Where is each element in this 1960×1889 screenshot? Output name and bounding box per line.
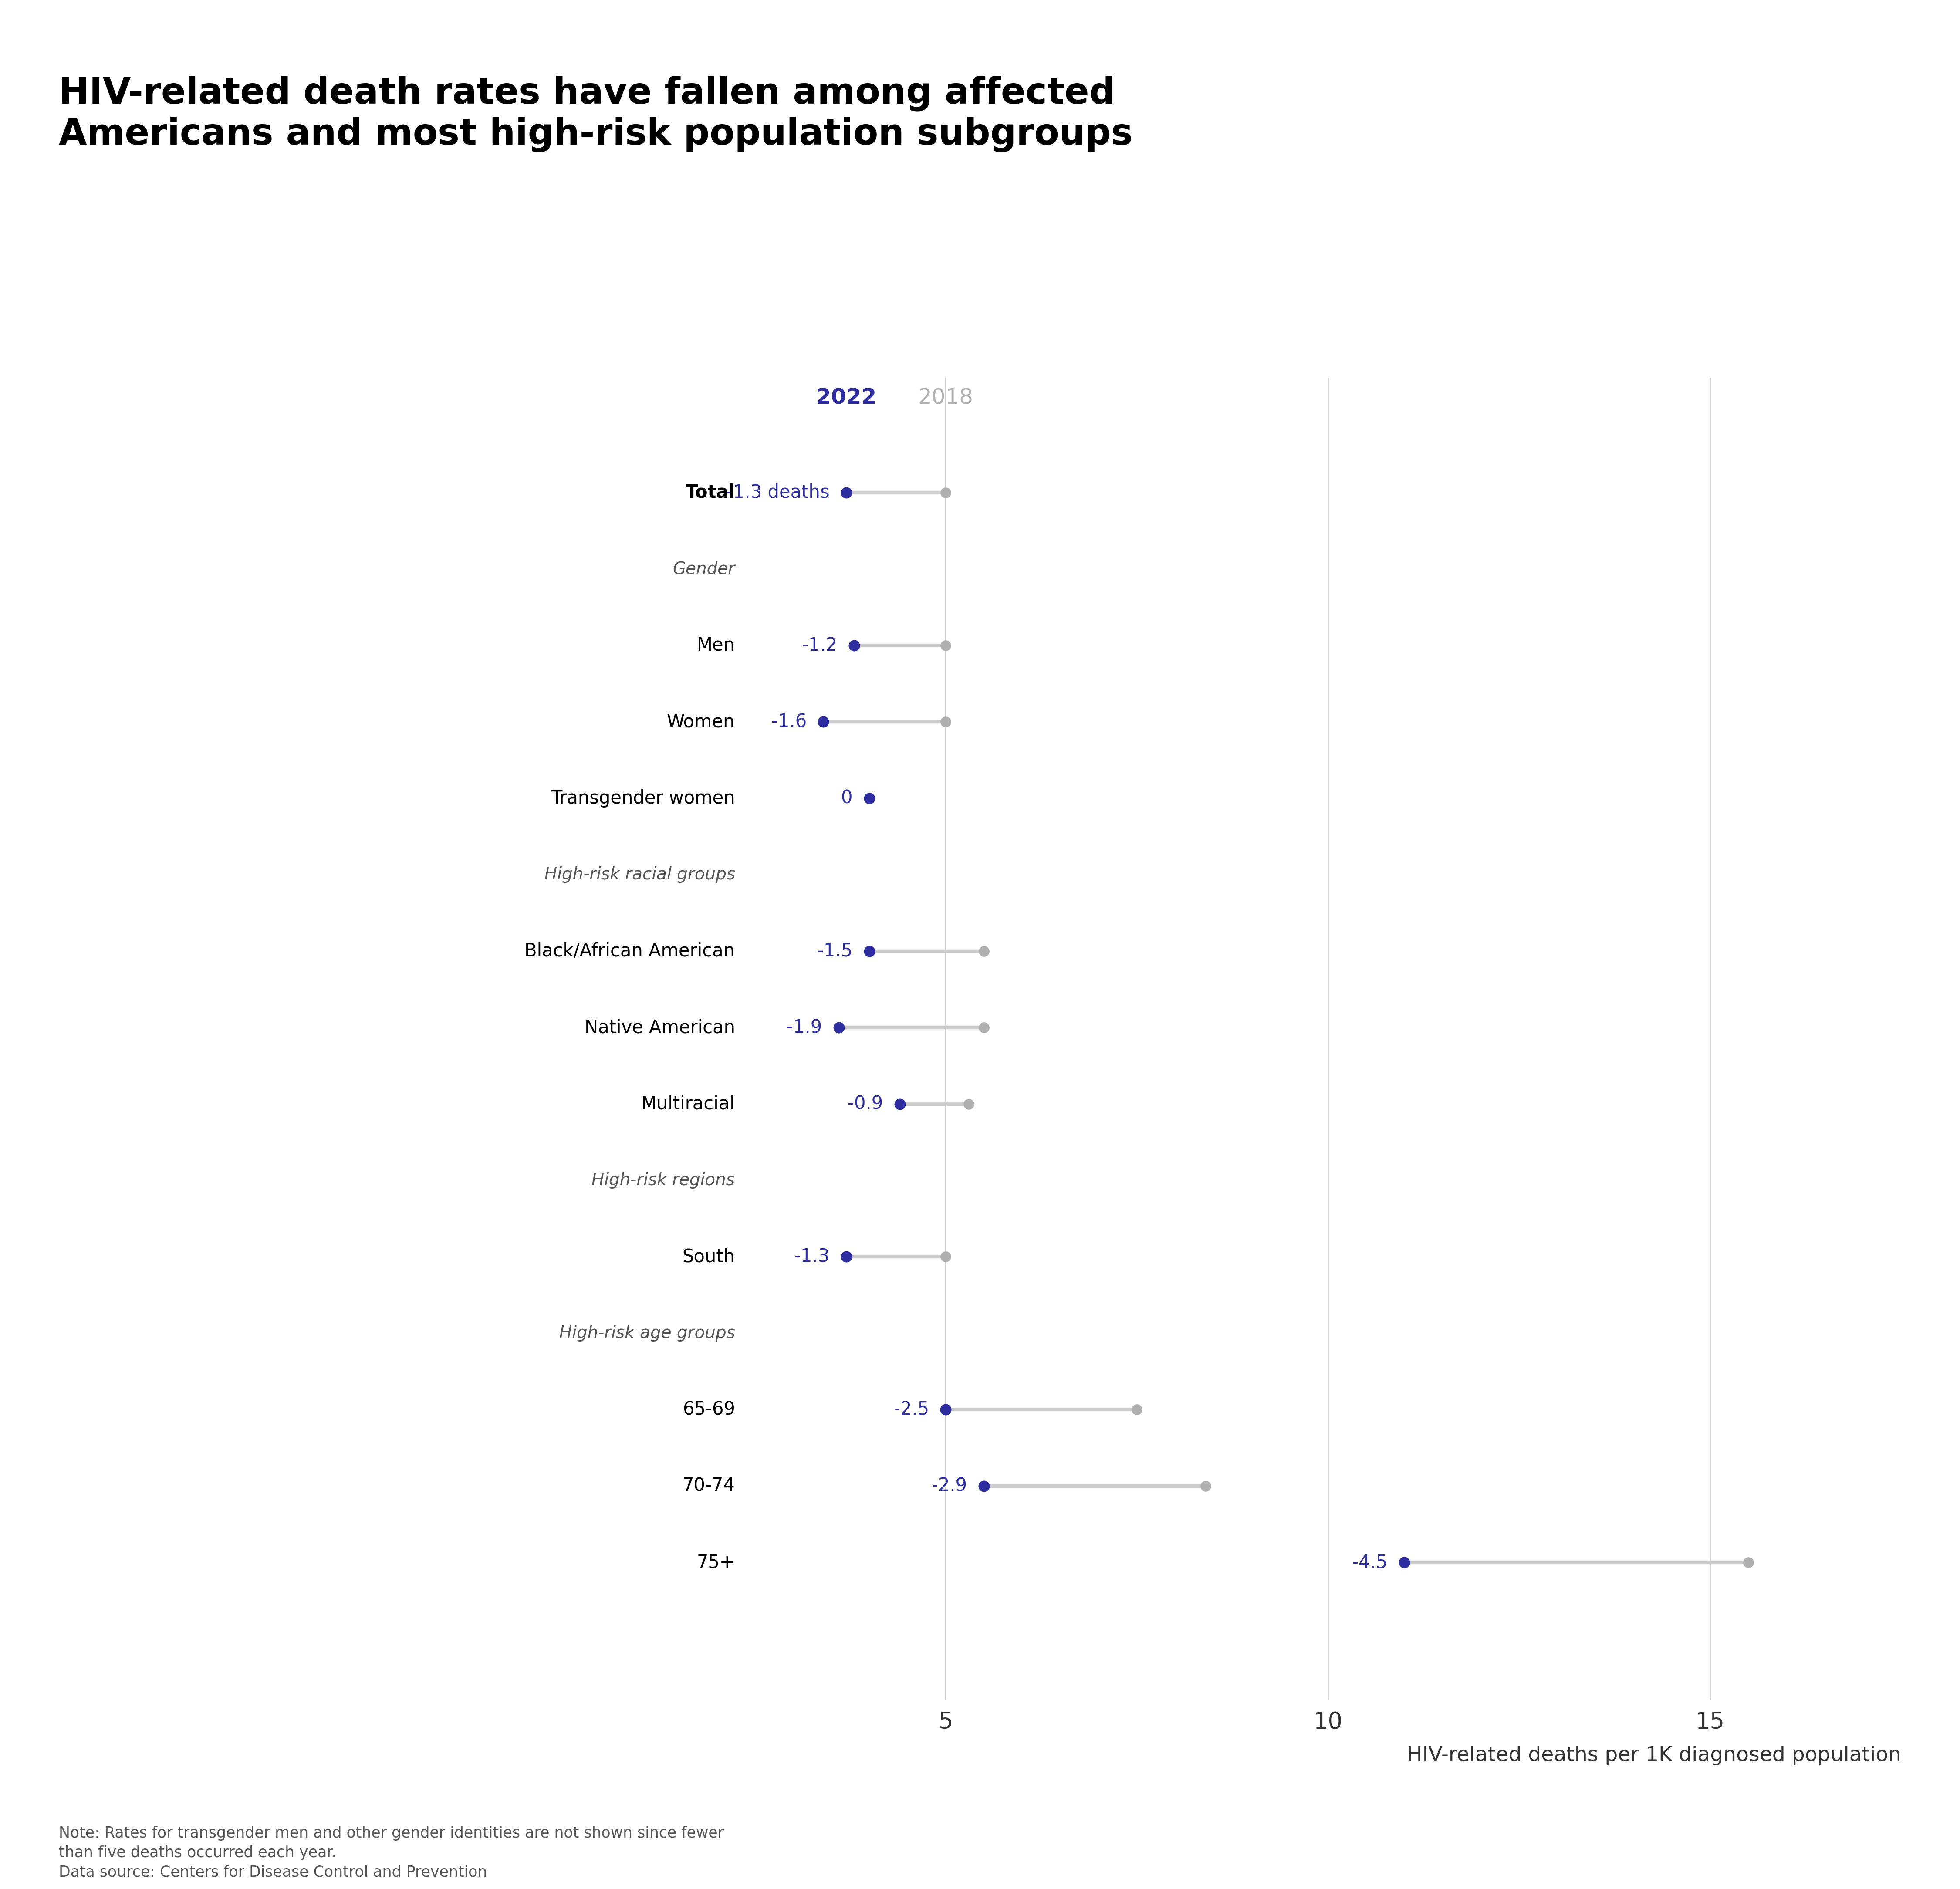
- Point: [931, 631, 962, 661]
- Text: -1.9: -1.9: [786, 1018, 821, 1037]
- Point: [968, 1472, 1000, 1502]
- Text: High-risk age groups: High-risk age groups: [559, 1324, 735, 1341]
- Point: [931, 1241, 962, 1271]
- Point: [884, 1088, 915, 1118]
- Text: Native American: Native American: [584, 1018, 735, 1037]
- Point: [823, 1013, 855, 1043]
- Point: [831, 1241, 862, 1271]
- Point: [1388, 1547, 1419, 1577]
- Text: -1.5: -1.5: [817, 943, 853, 960]
- Text: -4.5: -4.5: [1352, 1553, 1388, 1572]
- Text: -1.3: -1.3: [794, 1247, 829, 1266]
- Text: -0.9: -0.9: [847, 1096, 884, 1113]
- Text: Transgender women: Transgender women: [551, 790, 735, 807]
- Text: Gender: Gender: [672, 561, 735, 578]
- Text: 2018: 2018: [917, 387, 974, 408]
- Point: [855, 784, 886, 814]
- Point: [931, 1394, 962, 1424]
- X-axis label: HIV-related deaths per 1K diagnosed population: HIV-related deaths per 1K diagnosed popu…: [1407, 1745, 1901, 1766]
- Point: [931, 478, 962, 508]
- Text: 65-69: 65-69: [682, 1400, 735, 1419]
- Text: Multiracial: Multiracial: [641, 1096, 735, 1113]
- Text: 70-74: 70-74: [682, 1477, 735, 1496]
- Text: -1.2: -1.2: [802, 637, 837, 654]
- Point: [855, 784, 886, 814]
- Point: [968, 935, 1000, 965]
- Text: High-risk regions: High-risk regions: [592, 1171, 735, 1188]
- Text: Black/African American: Black/African American: [525, 943, 735, 960]
- Point: [968, 1013, 1000, 1043]
- Text: High-risk racial groups: High-risk racial groups: [545, 867, 735, 882]
- Point: [953, 1088, 984, 1118]
- Text: Note: Rates for transgender men and other gender identities are not shown since : Note: Rates for transgender men and othe…: [59, 1827, 723, 1880]
- Point: [855, 935, 886, 965]
- Text: 75+: 75+: [698, 1553, 735, 1572]
- Point: [839, 631, 870, 661]
- Text: Women: Women: [666, 712, 735, 731]
- Text: HIV-related death rates have fallen among affected
Americans and most high-risk : HIV-related death rates have fallen amon…: [59, 76, 1133, 153]
- Point: [1121, 1394, 1152, 1424]
- Text: Total: Total: [686, 484, 735, 502]
- Point: [1733, 1547, 1764, 1577]
- Text: 0: 0: [841, 790, 853, 807]
- Text: -2.9: -2.9: [931, 1477, 966, 1496]
- Text: -1.6: -1.6: [770, 712, 808, 731]
- Text: -2.5: -2.5: [894, 1400, 929, 1419]
- Text: -1.3 deaths: -1.3 deaths: [727, 484, 829, 502]
- Point: [1190, 1472, 1221, 1502]
- Point: [831, 478, 862, 508]
- Point: [808, 706, 839, 737]
- Point: [931, 706, 962, 737]
- Text: Men: Men: [696, 637, 735, 654]
- Text: South: South: [682, 1247, 735, 1266]
- Text: 2022: 2022: [815, 387, 876, 408]
